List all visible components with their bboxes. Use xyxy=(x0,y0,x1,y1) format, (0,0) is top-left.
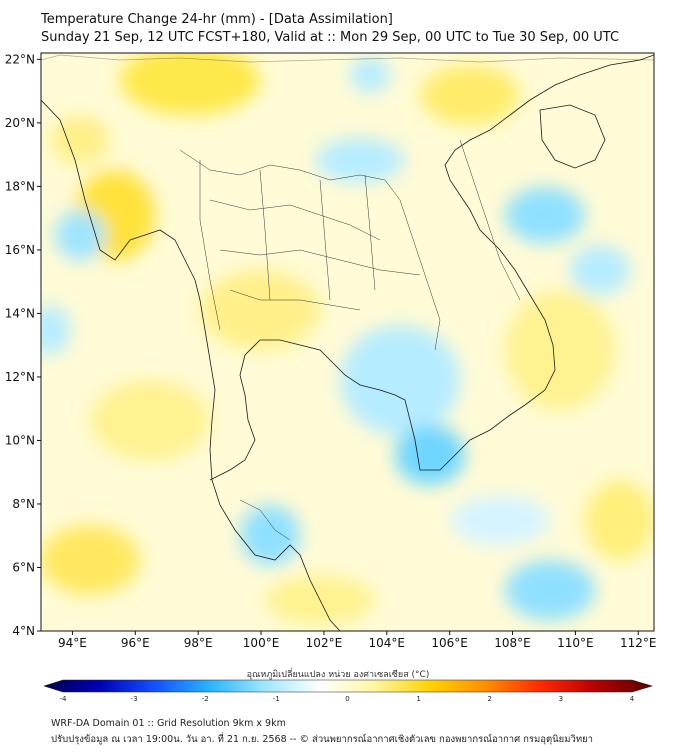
hainan-coast xyxy=(539,104,606,169)
cool-anomaly-patch xyxy=(315,138,405,182)
lat-label: 14°N xyxy=(5,306,35,320)
colorbar-tick-label: 3 xyxy=(559,695,563,703)
gulf-of-thailand-and-vietnam-coast xyxy=(209,54,654,481)
footer-credit: ปรับปรุงข้อมูล ณ เวลา 19:00น. วัน อา. ที… xyxy=(51,734,593,745)
warm-anomaly-patch xyxy=(420,65,520,125)
lon-label: 112°E xyxy=(620,636,657,650)
temperature-field xyxy=(41,53,654,631)
cool-anomaly-patch xyxy=(570,245,630,295)
warm-anomaly-patch xyxy=(585,480,654,560)
cool-anomaly-patch xyxy=(41,305,70,355)
lat-label: 20°N xyxy=(5,116,35,130)
lon-label: 96°E xyxy=(121,636,150,650)
cool-anomaly-patch xyxy=(395,425,465,485)
warm-anomaly-patch xyxy=(505,290,615,410)
colorbar-ticks: -4 -3 -2 -1 0 1 2 3 4 xyxy=(60,695,635,703)
chart-title: Temperature Change 24-hr (mm) - [Data As… xyxy=(41,12,393,27)
warm-anomaly-patch xyxy=(200,270,320,350)
lat-label: 18°N xyxy=(5,179,35,193)
border-north xyxy=(41,54,654,63)
colorbar-tick-label: -3 xyxy=(131,695,138,703)
lon-label: 94°E xyxy=(58,636,87,650)
warm-anomaly-patch xyxy=(50,115,110,165)
lon-label: 102°E xyxy=(306,636,343,650)
lon-label: 98°E xyxy=(184,636,213,650)
colorbar: -4 -3 -2 -1 0 1 2 3 4 xyxy=(43,679,654,703)
cool-anomaly-patch xyxy=(505,187,585,243)
cool-anomaly-patch xyxy=(240,505,300,565)
lat-label: 4°N xyxy=(12,624,35,638)
warm-anomaly-patch xyxy=(120,53,260,115)
colorbar-label: อุณหภูมิเปลี่ยนแปลง หน่วย องศาเซลเซียส (… xyxy=(246,670,430,680)
warm-anomaly-patch xyxy=(90,380,210,460)
cool-anomaly-patch xyxy=(340,325,460,435)
lat-label: 12°N xyxy=(5,370,35,384)
lon-label: 110°E xyxy=(557,636,594,650)
cool-anomaly-patch xyxy=(505,560,595,620)
map-frame xyxy=(40,52,655,632)
cool-anomaly-patch xyxy=(55,210,105,260)
province-boundaries xyxy=(179,139,521,541)
latitude-axis: 22°N 20°N 18°N 16°N 14°N 12°N 10°N 8°N 6°N 4°N xyxy=(5,52,41,638)
cool-anomaly-patch xyxy=(450,495,550,545)
lon-label: 106°E xyxy=(431,636,468,650)
colorbar-bar xyxy=(43,679,654,693)
cool-anomaly-patch xyxy=(350,57,390,93)
colorbar-tick-label: 4 xyxy=(630,695,635,703)
chart-subtitle: Sunday 21 Sep, 12 UTC FCST+180, Valid at… xyxy=(41,30,620,45)
lat-label: 22°N xyxy=(5,52,35,66)
colorbar-tick-label: -1 xyxy=(273,695,280,703)
colorbar-tick-label: -4 xyxy=(60,695,68,703)
mainland-west-coast xyxy=(41,99,341,631)
colorbar-tick-label: 1 xyxy=(416,695,420,703)
colorbar-tick-label: 0 xyxy=(345,695,349,703)
lat-label: 6°N xyxy=(12,560,35,574)
longitude-axis: 94°E 96°E 98°E 100°E 102°E 104°E 106°E 108°E 110… xyxy=(58,631,657,650)
footer-model-info: WRF-DA Domain 01 :: Grid Resolution 9km … xyxy=(51,718,286,729)
lon-label: 108°E xyxy=(494,636,531,650)
lat-label: 16°N xyxy=(5,243,35,257)
lon-label: 104°E xyxy=(369,636,406,650)
lon-label: 100°E xyxy=(243,636,280,650)
warm-anomaly-patch xyxy=(41,525,140,595)
lat-label: 8°N xyxy=(12,497,35,511)
lat-label: 10°N xyxy=(5,433,35,447)
coastlines xyxy=(41,54,654,631)
colorbar-tick-label: 2 xyxy=(488,695,492,703)
colorbar-tick-label: -2 xyxy=(202,695,209,703)
